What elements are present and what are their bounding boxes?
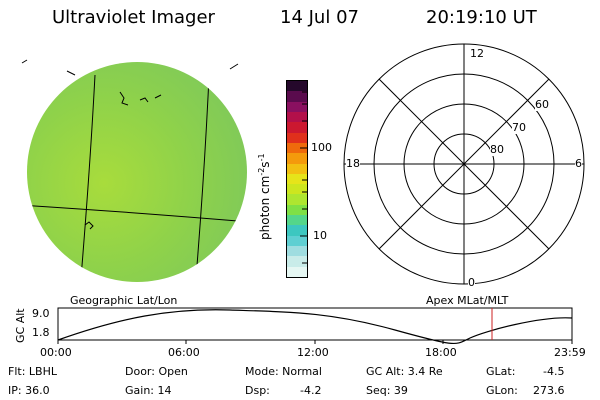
timeline-xtick-1200: 12:00	[297, 346, 329, 359]
timeline-frame	[57, 307, 573, 341]
colorbar-swatch	[287, 246, 307, 257]
colorbar-swatch	[287, 225, 307, 236]
timeline-xtick-1800: 18:00	[425, 346, 457, 359]
timeline-xtick-0600: 06:00	[168, 346, 200, 359]
timeline-xtick-0000: 00:00	[40, 346, 72, 359]
polar-lat-80: 80	[490, 143, 504, 156]
colorbar-tick-10: 10	[313, 229, 327, 242]
timeline-xtick-2359: 23:59	[554, 346, 586, 359]
timeline-altitude-curve	[57, 309, 573, 344]
timeline-ytick-low: 1.8	[32, 326, 50, 339]
colorbar-swatch	[287, 91, 307, 102]
status-mode: Mode: Normal	[245, 365, 322, 378]
colorbar-swatch	[287, 256, 307, 267]
status-glon-label: GLon:	[486, 384, 518, 397]
status-dsp-label: Dsp:	[245, 384, 270, 397]
polar-label-18: 18	[346, 157, 360, 170]
status-dsp-value: -4.2	[300, 384, 322, 397]
colorbar-swatch	[287, 153, 307, 164]
colorbar-swatch	[287, 142, 307, 154]
status-glat-label: GLat:	[486, 365, 516, 378]
colorbar-swatch	[287, 215, 307, 226]
colorbar-swatch	[287, 266, 307, 277]
globe-caption: Geographic Lat/Lon	[70, 294, 178, 307]
polar-diagonal-2	[378, 78, 550, 250]
polar-label-0: 0	[468, 276, 475, 289]
date-label: 14 Jul 07	[280, 7, 359, 28]
polar-label-6: 6	[575, 157, 582, 170]
status-glon-value: 273.6	[533, 384, 565, 397]
colorbar-swatch	[287, 194, 307, 205]
colorbar-swatch	[287, 81, 307, 92]
colorbar-swatch	[287, 173, 307, 185]
colorbar-swatch	[287, 184, 307, 195]
status-flt: Flt: LBHL	[8, 365, 57, 378]
globe-latitude-line	[27, 204, 247, 223]
status-ip: IP: 36.0	[8, 384, 50, 397]
colorbar-swatch	[287, 204, 307, 216]
colorbar-swatch	[287, 101, 307, 112]
status-glat-value: -4.5	[543, 365, 565, 378]
polar-lat-60: 60	[535, 98, 549, 111]
time-label: 20:19:10 UT	[426, 7, 537, 28]
globe-coast-fragment	[84, 91, 162, 230]
globe-meridian-left	[79, 74, 96, 282]
globe-edge-mark-top	[66, 63, 239, 76]
status-gcalt: GC Alt: 3.4 Re	[366, 365, 443, 378]
status-seq: Seq: 39	[366, 384, 408, 397]
polar-lat-70: 70	[512, 121, 526, 134]
colorbar-swatch	[287, 163, 307, 174]
status-door: Door: Open	[125, 365, 188, 378]
globe-disk	[27, 62, 247, 282]
colorbar-swatch	[287, 132, 307, 143]
polar-caption: Apex MLat/MLT	[426, 294, 509, 307]
globe-edge-mark-left	[21, 59, 28, 64]
status-gain: Gain: 14	[125, 384, 172, 397]
timeline-ytick-high: 9.0	[32, 307, 50, 320]
colorbar	[286, 80, 308, 278]
colorbar-tick-100: 100	[311, 141, 332, 154]
polar-label-12: 12	[470, 47, 484, 60]
colorbar-swatch	[287, 111, 307, 123]
colorbar-swatch	[287, 122, 307, 133]
app-title: Ultraviolet Imager	[52, 7, 215, 28]
colorbar-swatch	[287, 235, 307, 246]
